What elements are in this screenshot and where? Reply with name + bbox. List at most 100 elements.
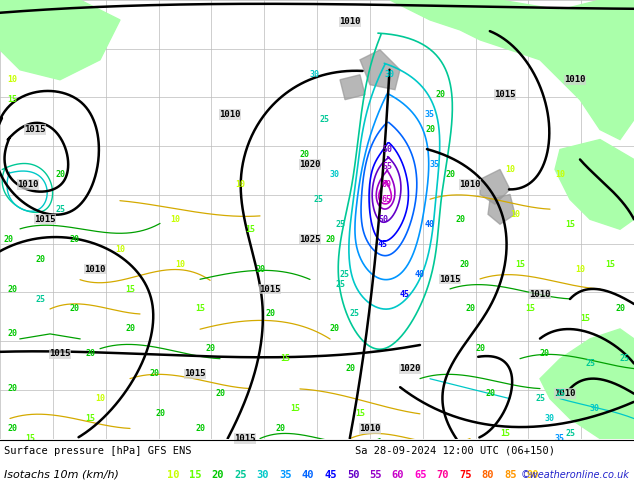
Text: 15: 15 — [500, 429, 510, 438]
Text: 20: 20 — [150, 369, 160, 378]
Text: ©weatheronline.co.uk: ©weatheronline.co.uk — [521, 469, 630, 480]
Text: 60: 60 — [381, 180, 391, 189]
Text: 15: 15 — [195, 304, 205, 314]
Text: 20: 20 — [455, 215, 465, 224]
Text: 50: 50 — [378, 215, 388, 224]
Text: 15: 15 — [245, 225, 255, 234]
Text: 20: 20 — [425, 125, 435, 134]
Polygon shape — [488, 195, 515, 224]
Text: 25: 25 — [620, 354, 630, 363]
Text: 20: 20 — [70, 304, 80, 314]
Text: 25: 25 — [555, 389, 565, 398]
Text: 20: 20 — [70, 235, 80, 244]
Text: 10: 10 — [505, 165, 515, 174]
Text: 80: 80 — [482, 469, 495, 480]
Text: 25: 25 — [350, 310, 360, 318]
Text: 20: 20 — [212, 469, 224, 480]
Text: 20: 20 — [7, 384, 17, 393]
Polygon shape — [340, 75, 365, 99]
Text: 20: 20 — [7, 424, 17, 433]
Text: 40: 40 — [415, 270, 425, 279]
Text: 50: 50 — [382, 145, 392, 154]
Text: 1015: 1015 — [439, 274, 461, 284]
Text: 25: 25 — [335, 280, 345, 289]
Text: 20: 20 — [435, 90, 445, 99]
Text: 20: 20 — [125, 324, 135, 333]
Text: 20: 20 — [460, 260, 470, 269]
Text: 20: 20 — [485, 389, 495, 398]
Text: 15: 15 — [190, 469, 202, 480]
Text: 1010: 1010 — [459, 180, 481, 189]
Text: 45: 45 — [400, 290, 410, 298]
Text: 20: 20 — [300, 150, 310, 159]
Text: 1010: 1010 — [564, 75, 586, 84]
Text: 20: 20 — [7, 329, 17, 339]
Text: 25: 25 — [313, 195, 323, 204]
Text: 20: 20 — [195, 424, 205, 433]
Text: 30: 30 — [310, 70, 320, 79]
Text: 20: 20 — [255, 265, 265, 273]
Text: 15: 15 — [290, 404, 300, 413]
Text: 10: 10 — [510, 210, 520, 219]
Text: 15: 15 — [605, 260, 615, 269]
Text: 25: 25 — [55, 205, 65, 214]
Text: 35: 35 — [555, 434, 565, 443]
Text: 40: 40 — [425, 220, 435, 229]
Text: 20: 20 — [35, 255, 45, 264]
Text: 1010: 1010 — [84, 265, 106, 273]
Text: Isotachs 10m (km/h): Isotachs 10m (km/h) — [4, 469, 119, 480]
Text: 20: 20 — [330, 324, 340, 333]
Text: 65: 65 — [381, 195, 391, 204]
Text: 10: 10 — [575, 265, 585, 273]
Text: 1015: 1015 — [184, 369, 206, 378]
Text: 15: 15 — [125, 285, 135, 294]
Text: 1010: 1010 — [554, 389, 576, 398]
Text: 25: 25 — [335, 220, 345, 229]
Polygon shape — [540, 329, 634, 439]
Text: 30: 30 — [545, 414, 555, 423]
Text: 1015: 1015 — [234, 434, 256, 443]
Text: 20: 20 — [7, 285, 17, 294]
Text: Sa 28-09-2024 12:00 UTC (06+150): Sa 28-09-2024 12:00 UTC (06+150) — [355, 446, 555, 456]
Text: 15: 15 — [515, 260, 525, 269]
Text: 10: 10 — [7, 75, 17, 84]
Text: 70: 70 — [437, 469, 450, 480]
Text: 1010: 1010 — [359, 424, 381, 433]
Text: 20: 20 — [325, 235, 335, 244]
Polygon shape — [480, 170, 510, 204]
Text: 40: 40 — [302, 469, 314, 480]
Text: 20: 20 — [265, 310, 275, 318]
Text: 1015: 1015 — [49, 349, 71, 358]
Text: 30: 30 — [385, 70, 395, 79]
Text: 20: 20 — [445, 170, 455, 179]
Text: 25: 25 — [320, 115, 330, 124]
Text: 30: 30 — [257, 469, 269, 480]
Text: 20: 20 — [215, 389, 225, 398]
Text: 15: 15 — [280, 354, 290, 363]
Text: 30: 30 — [590, 404, 600, 413]
Text: 15: 15 — [25, 434, 35, 443]
Text: 75: 75 — [459, 469, 472, 480]
Text: 10: 10 — [167, 469, 179, 480]
Text: 55: 55 — [382, 162, 392, 171]
Text: 20: 20 — [475, 344, 485, 353]
Text: 1020: 1020 — [299, 160, 321, 169]
Text: 1015: 1015 — [24, 125, 46, 134]
Text: 45: 45 — [324, 469, 337, 480]
Text: 25: 25 — [35, 294, 45, 303]
Text: 1010: 1010 — [339, 18, 361, 26]
Text: 45: 45 — [378, 240, 388, 249]
Text: 20: 20 — [205, 344, 215, 353]
Text: 15: 15 — [525, 304, 535, 314]
Text: 20: 20 — [275, 424, 285, 433]
Text: 10: 10 — [235, 180, 245, 189]
Text: 10: 10 — [115, 245, 125, 254]
Text: Surface pressure [hPa] GFS ENS: Surface pressure [hPa] GFS ENS — [4, 446, 191, 456]
Text: 1020: 1020 — [399, 364, 421, 373]
Text: 10: 10 — [175, 260, 185, 269]
Text: 1010: 1010 — [219, 110, 241, 119]
Text: 1010: 1010 — [529, 290, 551, 298]
Text: 20: 20 — [540, 349, 550, 358]
Text: 35: 35 — [279, 469, 292, 480]
Text: 1015: 1015 — [34, 215, 56, 224]
